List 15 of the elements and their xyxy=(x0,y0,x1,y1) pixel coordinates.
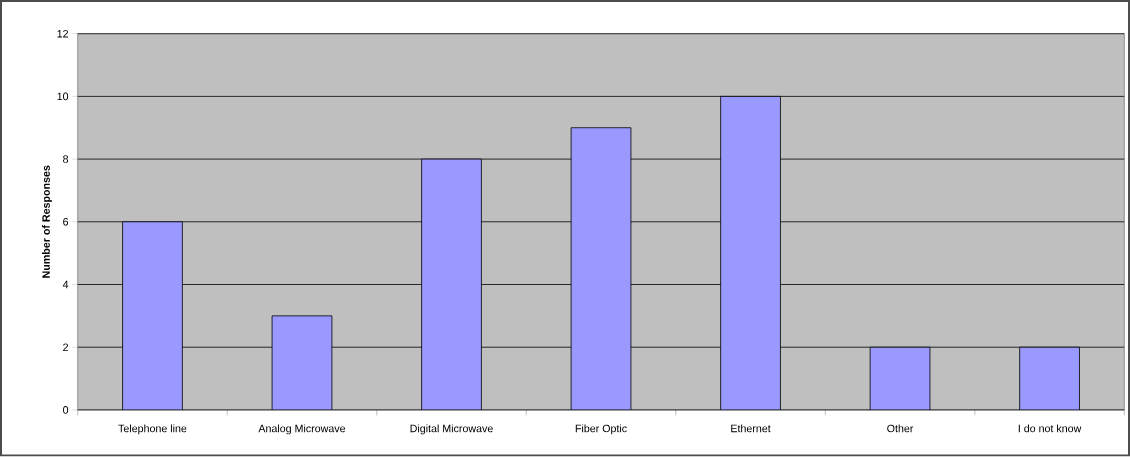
y-tick-label: 10 xyxy=(57,92,69,101)
x-tick-label: Digital Microwave xyxy=(410,424,493,435)
x-tick-label: Analog Microwave xyxy=(258,424,346,435)
x-tick-label: Other xyxy=(887,424,914,433)
x-tick-label: Fiber Optic xyxy=(575,424,627,435)
y-tick-label: 0 xyxy=(63,406,69,414)
y-tick-label: 12 xyxy=(57,30,69,38)
y-axis-title: Number of Responses xyxy=(42,165,52,278)
y-tick-label: 8 xyxy=(63,155,69,164)
y-tick-label: 2 xyxy=(63,343,69,352)
y-tick-label: 6 xyxy=(63,218,69,226)
x-tick-label: I do not know xyxy=(1018,424,1082,433)
x-tick-label: Ethernet xyxy=(731,424,771,433)
y-tick-label: 4 xyxy=(62,281,69,289)
x-tick-label: Telephone line xyxy=(118,424,187,435)
